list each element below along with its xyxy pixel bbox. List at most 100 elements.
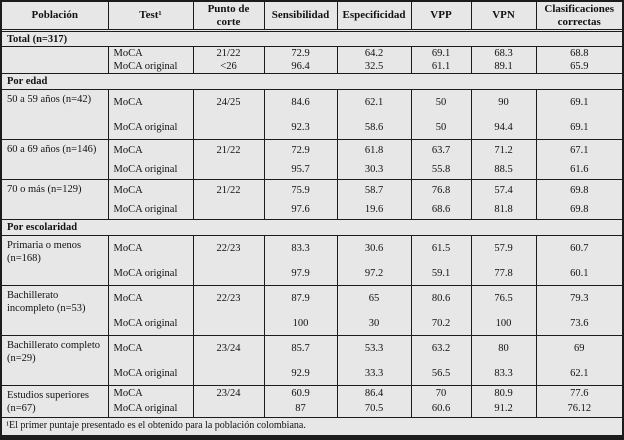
correct-classifications-cell: 69 <box>535 335 622 361</box>
specificity-cell: 33.3 <box>336 360 411 386</box>
vpp-cell: 60.6 <box>410 401 471 418</box>
correct-classifications-cell: 69.8 <box>535 179 622 200</box>
population-cell: Estudios superiores (n=67) <box>2 385 108 418</box>
vpn-cell: 91.2 <box>470 401 536 418</box>
table-row: 50 a 59 años (n=42) MoCA 24/25 84.6 62.1 50 90… <box>2 89 622 140</box>
population-cell: 70 o más (n=129) <box>2 179 108 220</box>
table-row: Primaria o menos (n=168) MoCA 22/23 83.3 30.… <box>2 235 622 286</box>
sensitivity-cell: 84.6 <box>263 89 337 115</box>
column-header-2: Punto de corte <box>192 2 264 33</box>
specificity-cell: 70.5 <box>336 401 411 418</box>
vpp-cell: 80.6 <box>410 285 471 311</box>
vpn-cell: 89.1 <box>470 60 536 74</box>
correct-classifications-cell: 69.8 <box>535 199 622 220</box>
vpp-cell: 76.8 <box>410 179 471 200</box>
cutoff-cell: 21/22 <box>192 139 264 160</box>
specificity-cell: 30.6 <box>336 235 411 261</box>
vpp-cell: 59.1 <box>410 260 471 286</box>
vpn-cell: 100 <box>470 310 536 336</box>
sensitivity-cell: 97.9 <box>263 260 337 286</box>
test-cell: MoCA original <box>107 114 193 140</box>
vpp-cell: 63.7 <box>410 139 471 160</box>
test-cell: MoCA <box>107 235 193 261</box>
sensitivity-cell: 92.9 <box>263 360 337 386</box>
vpn-cell: 80.9 <box>470 385 536 402</box>
sensitivity-cell: 87 <box>263 401 337 418</box>
test-cell: MoCA original <box>107 310 193 336</box>
vpn-cell: 81.8 <box>470 199 536 220</box>
vpn-cell: 80 <box>470 335 536 361</box>
vpn-cell: 77.8 <box>470 260 536 286</box>
test-cell: MoCA <box>107 46 193 61</box>
correct-classifications-cell: 73.6 <box>535 310 622 336</box>
vpn-cell: 94.4 <box>470 114 536 140</box>
moca-validity-table: Población Test¹ Punto de corte Sensibilidad… <box>2 2 622 435</box>
sensitivity-cell: 100 <box>263 310 337 336</box>
vpp-cell: 61.5 <box>410 235 471 261</box>
sensitivity-cell: 60.9 <box>263 385 337 402</box>
cutoff-cell: <26 <box>192 60 264 74</box>
correct-classifications-cell: 69.1 <box>535 114 622 140</box>
correct-classifications-cell: 60.1 <box>535 260 622 286</box>
cutoff-cell: 21/22 <box>192 179 264 200</box>
correct-classifications-cell: 68.8 <box>535 46 622 61</box>
sensitivity-cell: 92.3 <box>263 114 337 140</box>
population-cell: 60 a 69 años (n=146) <box>2 139 108 180</box>
vpn-cell: 90 <box>470 89 536 115</box>
test-cell: MoCA <box>107 179 193 200</box>
test-cell: MoCA original <box>107 159 193 180</box>
section-header-row: Por escolaridad <box>2 219 622 237</box>
vpp-cell: 55.8 <box>410 159 471 180</box>
vpp-cell: 70.2 <box>410 310 471 336</box>
cutoff-cell: 23/24 <box>192 385 264 402</box>
population-cell: Bachillerato completo (n=29) <box>2 335 108 386</box>
column-header-5: VPP <box>410 2 471 33</box>
vpp-cell: 69.1 <box>410 46 471 61</box>
test-cell: MoCA original <box>107 199 193 220</box>
table-row: MoCA original 92.9 33.3 56.5 83.3 62.1 <box>2 360 622 386</box>
test-cell: MoCA <box>107 139 193 160</box>
cutoff-cell <box>192 360 264 386</box>
footnote-row: ¹El primer puntaje presentado es el obte… <box>2 416 622 435</box>
population-cell: 50 a 59 años (n=42) <box>2 89 108 140</box>
table-row: MoCA original 92.3 58.6 50 94.4 69.1 <box>2 114 622 140</box>
table-row: MoCA 21/22 72.9 64.2 69.1 68.3 68.8 <box>2 46 622 74</box>
correct-classifications-cell: 69.1 <box>535 89 622 115</box>
cutoff-cell <box>192 260 264 286</box>
sensitivity-cell: 97.6 <box>263 199 337 220</box>
table-row: 70 o más (n=129) MoCA 21/22 75.9 58.7 76.8 57.… <box>2 179 622 220</box>
vpp-cell: 56.5 <box>410 360 471 386</box>
vpp-cell: 63.2 <box>410 335 471 361</box>
population-cell <box>2 46 108 74</box>
footnote-text: ¹El primer puntaje presentado es el obte… <box>2 416 622 435</box>
test-cell: MoCA original <box>107 260 193 286</box>
correct-classifications-cell: 60.7 <box>535 235 622 261</box>
cutoff-cell: 23/24 <box>192 335 264 361</box>
cutoff-cell: 24/25 <box>192 89 264 115</box>
correct-classifications-cell: 77.6 <box>535 385 622 402</box>
correct-classifications-cell: 62.1 <box>535 360 622 386</box>
table-row: 60 a 69 años (n=146) MoCA 21/22 72.9 61.8 63.… <box>2 139 622 180</box>
table-row: MoCA original 100 30 70.2 100 73.6 <box>2 310 622 336</box>
sensitivity-cell: 72.9 <box>263 46 337 61</box>
cutoff-cell: 22/23 <box>192 235 264 261</box>
vpn-cell: 71.2 <box>470 139 536 160</box>
sensitivity-cell: 96.4 <box>263 60 337 74</box>
cutoff-cell <box>192 310 264 336</box>
vpp-cell: 50 <box>410 114 471 140</box>
vpn-cell: 88.5 <box>470 159 536 180</box>
correct-classifications-cell: 67.1 <box>535 139 622 160</box>
sensitivity-cell: 87.9 <box>263 285 337 311</box>
test-cell: MoCA <box>107 89 193 115</box>
header-row: Población Test¹ Punto de corte Sensibilidad… <box>2 2 622 33</box>
specificity-cell: 97.2 <box>336 260 411 286</box>
table-row: Bachillerato incompleto (n=53) MoCA 22/23 8… <box>2 285 622 336</box>
specificity-cell: 58.6 <box>336 114 411 140</box>
cutoff-cell: 21/22 <box>192 46 264 61</box>
specificity-cell: 65 <box>336 285 411 311</box>
table-row: Bachillerato completo (n=29) MoCA 23/24 85.… <box>2 335 622 386</box>
specificity-cell: 86.4 <box>336 385 411 402</box>
table-row: MoCA original 97.9 97.2 59.1 77.8 60.1 <box>2 260 622 286</box>
section-title: Por edad <box>2 73 622 91</box>
